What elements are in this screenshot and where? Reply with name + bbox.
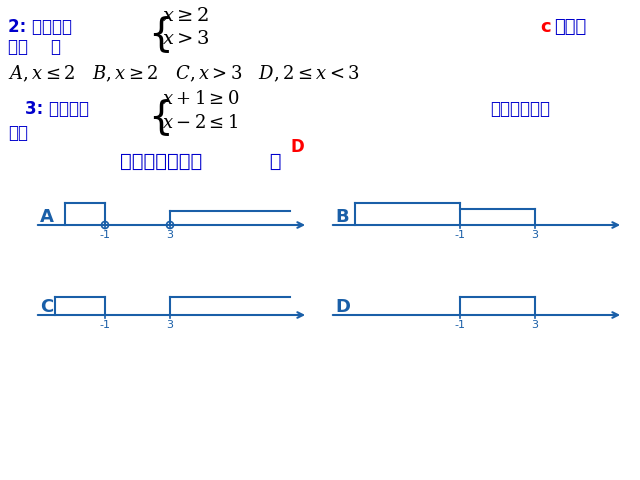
Text: D: D	[335, 298, 350, 316]
Text: D: D	[290, 138, 304, 156]
Text: A: A	[40, 208, 54, 226]
Text: -1: -1	[454, 320, 465, 330]
Text: B: B	[335, 208, 349, 226]
Text: $x+1\geq0$: $x+1\geq0$	[162, 90, 239, 108]
Text: -1: -1	[99, 320, 111, 330]
Text: $x>3$: $x>3$	[162, 30, 210, 48]
Text: -1: -1	[99, 230, 111, 240]
Text: -1: -1	[454, 230, 465, 240]
Text: 3: 3	[531, 320, 538, 330]
Text: 是（    ）: 是（ ）	[8, 38, 61, 56]
Text: c: c	[540, 18, 550, 36]
Text: C: C	[40, 298, 53, 316]
Text: 的解集: 的解集	[554, 18, 586, 36]
Text: {: {	[148, 15, 173, 53]
Text: {: {	[148, 98, 173, 136]
Text: 3: 不等式组: 3: 不等式组	[25, 100, 89, 118]
Text: 2: 不等式组: 2: 不等式组	[8, 18, 72, 36]
Text: $x-2\leq1$: $x-2\leq1$	[162, 114, 238, 132]
Text: 3: 3	[166, 320, 173, 330]
Text: 3: 3	[166, 230, 173, 240]
Text: 表示正确的是（          ）: 表示正确的是（ ）	[120, 152, 282, 171]
Text: 3: 3	[531, 230, 538, 240]
Text: 上的: 上的	[8, 124, 28, 142]
Text: $A,x\leq2$   $B,x\geq2$   $C,x>3$   $D,2\leq x<3$: $A,x\leq2$ $B,x\geq2$ $C,x>3$ $D,2\leq x…	[8, 64, 360, 84]
Text: 的解集在数轴: 的解集在数轴	[490, 100, 550, 118]
Text: $x\geq2$: $x\geq2$	[162, 7, 209, 25]
